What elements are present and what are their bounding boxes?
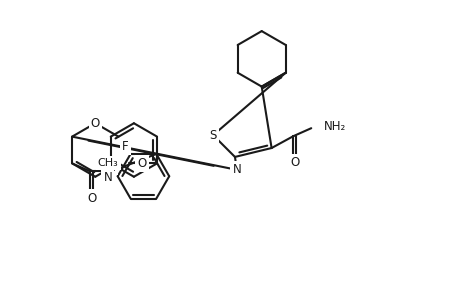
Text: O: O [137,157,146,170]
Text: H: H [108,163,115,173]
Text: F: F [122,140,129,152]
Text: NH₂: NH₂ [324,120,346,133]
Text: O: O [90,117,100,130]
Text: O: O [87,192,96,205]
Text: O: O [290,156,299,170]
Text: CH₃: CH₃ [97,158,118,168]
Text: N: N [103,171,112,184]
Text: S: S [209,129,216,142]
Text: N: N [232,163,241,176]
